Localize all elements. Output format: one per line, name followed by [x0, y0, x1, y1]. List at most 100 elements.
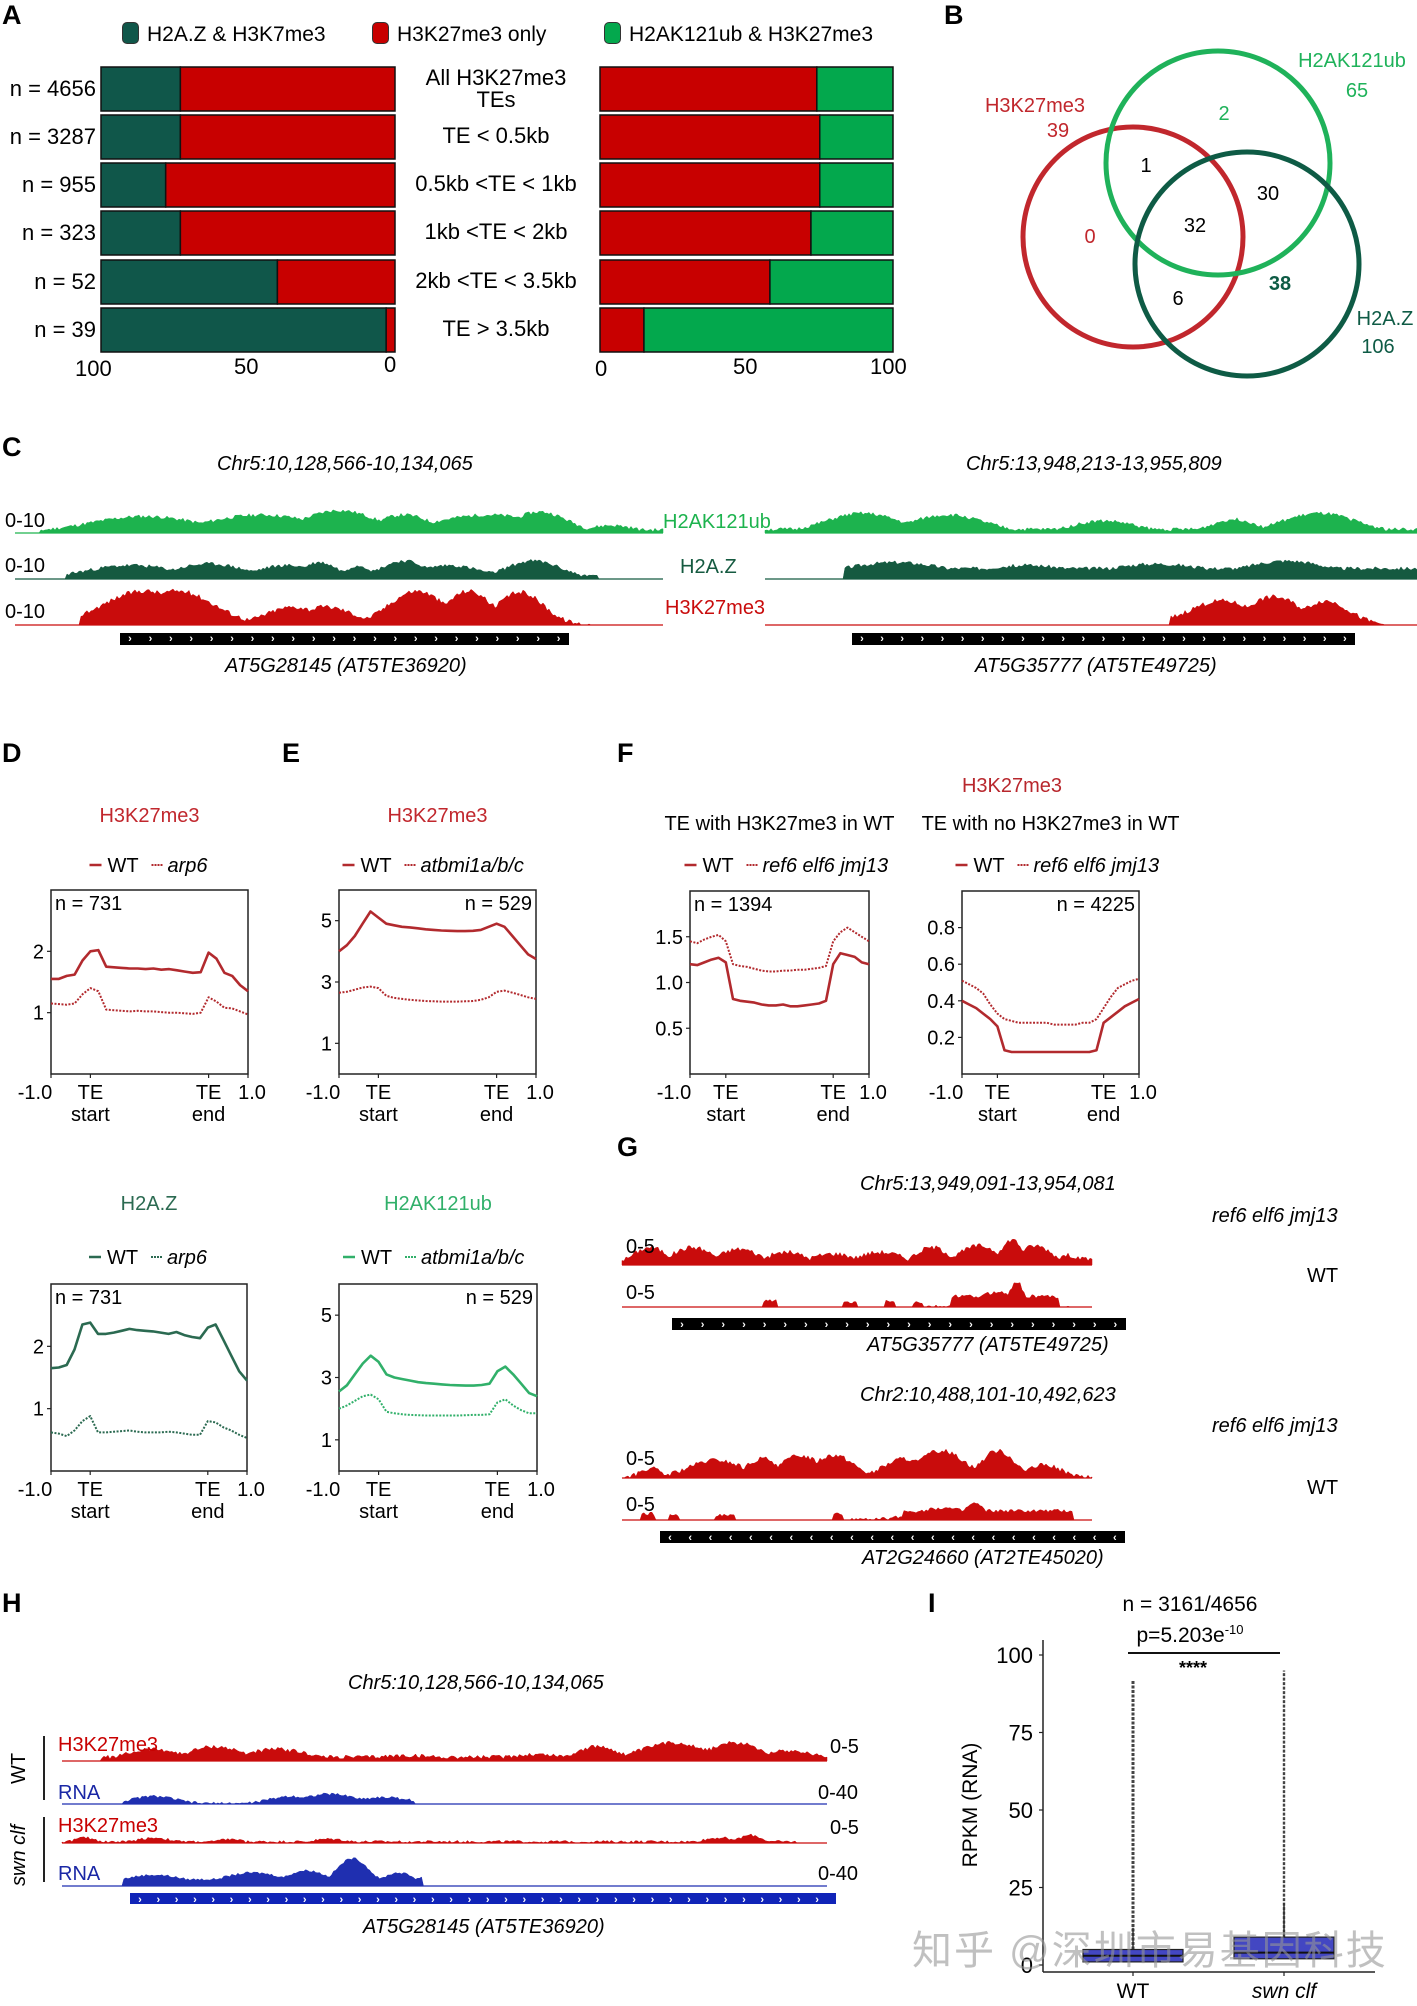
bar-segment-h2ak121ub — [769, 259, 894, 305]
legend-swatch-dark-green — [122, 22, 139, 44]
strand-arrow-icon: › — [680, 1319, 684, 1331]
strand-arrow-icon: › — [1031, 1319, 1035, 1331]
legend-item-h2ak121ub: H2AK121ub & H3K27me3 — [604, 22, 873, 47]
strand-arrow-icon: › — [797, 1894, 801, 1906]
y-tick-label: 75 — [1009, 1721, 1033, 1746]
strand-arrow-icon: › — [156, 1894, 160, 1906]
strand-arrow-icon: ‹ — [729, 1532, 733, 1544]
strand-arrow-icon: › — [1114, 1319, 1118, 1331]
y-tick-label: 1.0 — [655, 973, 683, 995]
panel-label-f: F — [617, 738, 634, 768]
g2-gene-model — [660, 1531, 1125, 1543]
c-region-1-coord: Chr5:10,128,566-10,134,065 — [217, 453, 473, 475]
category-label: 0.5kb <TE < 1kb — [415, 171, 577, 196]
strand-arrow-icon: › — [866, 1319, 870, 1331]
c-scale-h3k27me3: 0-10 — [5, 601, 46, 623]
strand-arrow-icon: › — [1202, 633, 1206, 645]
track-h2ak121ub-region-1 — [15, 509, 664, 534]
legend-label-wt: WT — [361, 1247, 392, 1269]
strand-arrow-icon: ‹ — [1073, 1532, 1077, 1544]
strand-arrow-icon: › — [1093, 1319, 1097, 1331]
g2-label-mutant: ref6 elf6 jmj13 — [1212, 1415, 1338, 1437]
strand-arrow-icon: › — [189, 633, 193, 645]
x-tick-label: 1.0 — [1129, 1082, 1157, 1104]
strand-arrow-icon: › — [763, 1319, 767, 1331]
strand-arrow-icon: › — [669, 1894, 673, 1906]
bar-segment-h2ak121ub — [816, 66, 894, 112]
strand-arrow-icon: › — [431, 1894, 435, 1906]
strand-arrow-icon: › — [632, 1894, 636, 1906]
x-tick-label: TE — [484, 1082, 510, 1104]
x-tick-label: TE — [1091, 1082, 1117, 1104]
c-scale-h2ak121ub: 0-10 — [5, 510, 46, 532]
strand-arrow-icon: › — [1102, 633, 1106, 645]
panel-a-left-bar-chart — [100, 66, 894, 353]
strand-arrow-icon: › — [815, 1894, 819, 1906]
venn-circle-h2az — [1132, 149, 1362, 379]
profile-line-arp6 — [50, 1415, 248, 1439]
strand-arrow-icon: › — [721, 1319, 725, 1331]
profile-line-wt — [338, 1354, 538, 1398]
g1-gene-model — [672, 1318, 1126, 1330]
x-tick-label: start — [71, 1501, 110, 1523]
strand-arrow-icon: › — [1001, 633, 1005, 645]
strand-arrow-icon: › — [961, 633, 965, 645]
strand-arrow-icon: ‹ — [789, 1532, 793, 1544]
x-tick-label: -1.0 — [306, 1082, 340, 1104]
strand-arrow-icon: › — [724, 1894, 728, 1906]
venn-set-total-h2ak121ub: 65 — [1346, 80, 1368, 102]
strand-arrow-icon: › — [266, 1894, 270, 1906]
y-tick-label: 5 — [321, 1305, 332, 1327]
venn-set-total-h3k27me3: 39 — [1047, 120, 1069, 142]
a-left-tick-100: 100 — [75, 356, 112, 381]
strand-arrow-icon: › — [373, 633, 377, 645]
strand-arrow-icon: › — [413, 1894, 417, 1906]
g1-track-mutant — [621, 1238, 1093, 1266]
legend-swatch-red — [372, 22, 389, 44]
x-tick-label: end — [192, 1104, 225, 1126]
panel-label-g: G — [617, 1132, 639, 1162]
n-annotation: n = 4225 — [1057, 894, 1135, 916]
h-swnclf-rna-label: RNA — [58, 1863, 101, 1885]
strand-arrow-icon: ‹ — [830, 1532, 834, 1544]
x-tick-label: 1.0 — [859, 1082, 887, 1104]
x-tick-label: end — [480, 1104, 513, 1126]
strand-arrow-icon: › — [522, 1894, 526, 1906]
row-label: n = 39 — [34, 317, 96, 342]
x-tick-label: -1.0 — [657, 1082, 691, 1104]
strand-arrow-icon: ‹ — [688, 1532, 692, 1544]
profile-line-ref6-elf6-jmj13 — [961, 977, 1140, 1026]
strand-arrow-icon: ‹ — [911, 1532, 915, 1544]
strand-arrow-icon: ‹ — [951, 1532, 955, 1544]
p-value: p=5.203e-10 — [1137, 1622, 1244, 1647]
legend-label-wt: WT — [108, 855, 139, 877]
x-tick-label: TE — [366, 1082, 392, 1104]
venn-circle-h3k27me3 — [1020, 124, 1246, 350]
bar-segment-h2az — [100, 114, 182, 160]
y-tick-label: 0.6 — [927, 954, 955, 976]
strand-arrow-icon: › — [271, 633, 275, 645]
bar-segment-h3k27me3-only — [385, 307, 396, 353]
venn-circle-h2ak121ub — [1103, 48, 1333, 278]
strand-arrow-icon: › — [230, 1894, 234, 1906]
bar-segment-h3k27me3-only — [599, 162, 821, 208]
y-tick-label: 3 — [321, 1368, 332, 1390]
a-right-tick-0: 0 — [595, 356, 608, 381]
panel-label-a: A — [2, 0, 22, 30]
h-coord: Chr5:10,128,566-10,134,065 — [348, 1672, 604, 1694]
bar-segment-h2ak121ub — [810, 210, 894, 256]
panel-label-b: B — [944, 0, 964, 30]
strand-arrow-icon: › — [251, 633, 255, 645]
a-left-tick-50: 50 — [234, 354, 259, 379]
strand-arrow-icon: › — [1182, 633, 1186, 645]
strand-arrow-icon: › — [779, 1894, 783, 1906]
c-scale-h2az: 0-10 — [5, 555, 46, 577]
strand-arrow-icon: › — [921, 633, 925, 645]
strand-arrow-icon: › — [332, 633, 336, 645]
strand-arrow-icon: ‹ — [749, 1532, 753, 1544]
n-annotation: n = 731 — [55, 893, 122, 915]
strand-arrow-icon: › — [303, 1894, 307, 1906]
gene-model-region-1 — [120, 633, 569, 645]
y-tick-label: 2 — [33, 1336, 44, 1358]
